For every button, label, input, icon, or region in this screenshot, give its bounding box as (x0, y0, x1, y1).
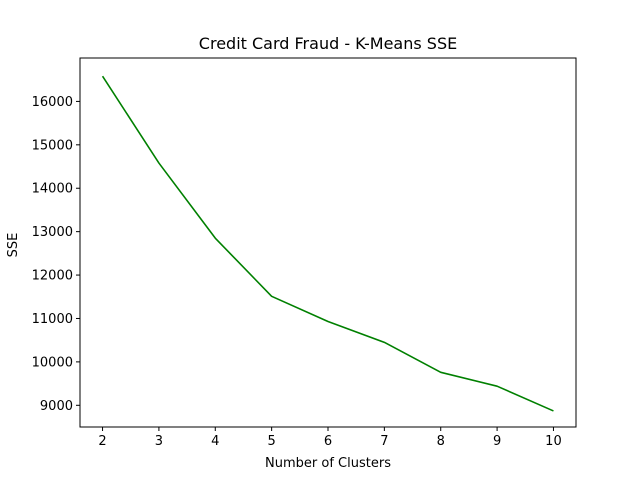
series-line-0 (101, 75, 554, 412)
x-tick-label-4: 4 (211, 434, 219, 449)
x-tick-label-3: 3 (155, 434, 163, 449)
y-tick-label-9000: 9000 (40, 399, 73, 414)
y-tick-label-13000: 13000 (32, 225, 73, 240)
y-tick-label-15000: 15000 (32, 138, 73, 153)
y-axis-label: SSE (6, 233, 21, 258)
x-tick-label-6: 6 (324, 434, 332, 449)
x-axis-label: Number of Clusters (265, 456, 391, 471)
chart-title: Credit Card Fraud - K-Means SSE (199, 34, 457, 53)
x-tick-label-9: 9 (493, 434, 501, 449)
y-tick-label-10000: 10000 (32, 355, 73, 370)
y-tick-label-16000: 16000 (32, 95, 73, 110)
x-tick-label-8: 8 (437, 434, 445, 449)
x-tick-label-10: 10 (545, 434, 562, 449)
x-tick-label-5: 5 (267, 434, 275, 449)
y-tick-label-11000: 11000 (32, 312, 73, 327)
y-tick-label-12000: 12000 (32, 269, 73, 284)
x-tick-label-2: 2 (98, 434, 106, 449)
plot-area: 2 3 4 5 6 7 8 9 10 9000 10000 11000 12000 13000 14000 1… (32, 57, 577, 449)
x-tick-label-7: 7 (380, 434, 388, 449)
y-tick-label-14000: 14000 (32, 182, 73, 197)
